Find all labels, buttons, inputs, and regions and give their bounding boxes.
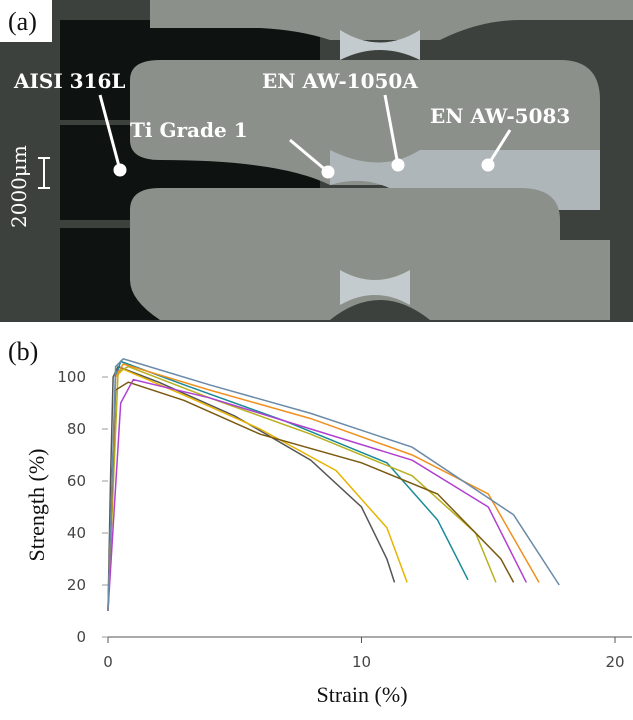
strength-curve	[107, 365, 497, 612]
aluminium-region	[340, 30, 420, 60]
x-tick-label: 20	[605, 653, 624, 671]
strength-curve	[107, 368, 408, 612]
x-tick-label: 10	[352, 653, 371, 671]
material-label: Ti Grade 1	[130, 118, 248, 142]
strength-curve	[107, 381, 515, 612]
aluminium-region	[340, 270, 410, 305]
y-tick-label: 20	[67, 576, 86, 594]
panel-label-box	[0, 0, 52, 42]
strength-curve	[107, 363, 540, 612]
photo: (a) AISI 316L Ti Grade 1 EN AW-1050A EN …	[0, 0, 633, 322]
panel-label: (a)	[8, 7, 37, 36]
specimen	[130, 188, 610, 320]
x-tick-label: 0	[103, 653, 113, 671]
strength-curve	[107, 365, 396, 612]
y-axis-label: Strength (%)	[24, 448, 49, 561]
strength-curve	[107, 357, 560, 612]
x-axis-label: Strain (%)	[316, 682, 407, 707]
strength-curve	[107, 360, 469, 612]
y-tick-label: 60	[67, 472, 86, 490]
y-tick-label: 80	[67, 420, 86, 438]
panel-label: (b)	[8, 337, 38, 366]
material-label: EN AW-5083	[430, 104, 570, 128]
material-label: AISI 316L	[13, 69, 125, 93]
y-tick-label: 0	[76, 628, 86, 646]
strength-curve	[107, 378, 527, 612]
pointers	[38, 94, 512, 189]
scale-bar-label: 2000μm	[7, 145, 31, 228]
material-label: EN AW-1050A	[262, 69, 418, 93]
y-tick-label: 40	[67, 524, 86, 542]
y-tick-label: 100	[57, 368, 86, 386]
specimen	[150, 0, 633, 40]
